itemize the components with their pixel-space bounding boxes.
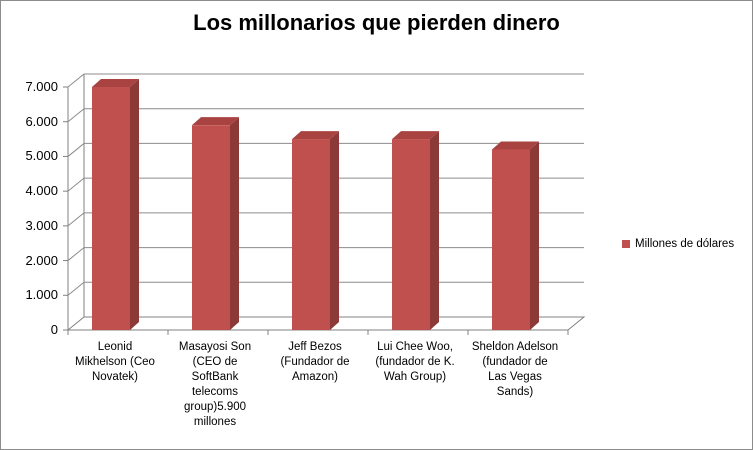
x-category-label-line: Mikhelson (Ceo (75, 356, 155, 368)
x-category-label-line: Las Vegas (488, 371, 542, 383)
bar-top (192, 117, 239, 126)
x-category-label-line: (CEO de (192, 356, 238, 368)
x-category-label-line: (fundador de K. (375, 356, 455, 368)
gridline (67, 108, 584, 123)
bar-side (430, 131, 439, 330)
x-category-label-line: Sheldon Adelson (471, 341, 559, 353)
legend: Millones de dólares (622, 238, 734, 250)
x-category-label: Masayosi Son (CEO de SoftBank telecoms group… (167, 340, 263, 430)
x-category-label-line: group)5.900 (183, 401, 247, 413)
bar-front (492, 149, 530, 330)
bar-top (292, 131, 339, 140)
y-tick-label: 1.000 (25, 287, 58, 303)
x-category-label: Lui Chee Woo, (fundador de K. Wah Group) (367, 340, 463, 385)
y-tick-label: 2.000 (25, 252, 58, 268)
chart-title: Los millonarios que pierden dinero (193, 10, 560, 35)
bar (392, 131, 439, 330)
bar-side (530, 141, 539, 330)
x-category-label-line: Wah Group) (383, 371, 447, 383)
legend-label: Millones de dólares (635, 238, 735, 250)
bar (92, 79, 139, 330)
y-tick-label: 4.000 (25, 183, 58, 199)
gridline (67, 73, 584, 88)
x-category-label-line: (fundador de (482, 356, 548, 368)
x-category-label-line: Novatek) (91, 371, 139, 383)
bar-side (230, 117, 239, 330)
y-tick-label: 0 (50, 322, 58, 337)
bar-front (192, 125, 230, 330)
bar-side (130, 79, 139, 330)
bar (492, 141, 539, 330)
y-tick-label: 7.000 (25, 79, 58, 94)
x-category-label-line: millones (193, 416, 237, 428)
bar-front (292, 139, 330, 330)
x-category-label: Sheldon Adelson (fundador de Las Vegas Sand… (467, 340, 563, 400)
y-tick-label: 6.000 (25, 113, 58, 129)
x-category-label-line: Sands) (496, 386, 534, 398)
x-category-label: Jeff Bezos (Fundador de Amazon) (267, 340, 363, 385)
x-category-label-line: SoftBank (191, 371, 239, 383)
bar-top (492, 141, 539, 150)
y-tick-label: 5.000 (25, 148, 58, 164)
x-category-label-line: telecoms (191, 386, 239, 398)
x-category-label-line: Masayosi Son (178, 341, 252, 353)
x-category-label: Leonid Mikhelson (Ceo Novatek) (67, 340, 163, 385)
y-tick-label: 3.000 (25, 217, 58, 233)
bar-top (92, 79, 139, 87)
x-category-label-line: Leonid (97, 341, 133, 353)
x-category-label-line: Lui Chee Woo, (377, 341, 453, 353)
bar-top (392, 131, 439, 140)
x-category-label-line: (Fundador de (280, 356, 350, 368)
bar (192, 117, 239, 330)
bar-side (330, 131, 339, 330)
bar-front (392, 139, 430, 330)
legend-swatch (622, 240, 630, 248)
x-category-label-line: Jeff Bezos (288, 341, 342, 353)
bar (292, 131, 339, 330)
x-category-label-line: Amazon) (291, 371, 339, 383)
bar-front (92, 87, 130, 330)
